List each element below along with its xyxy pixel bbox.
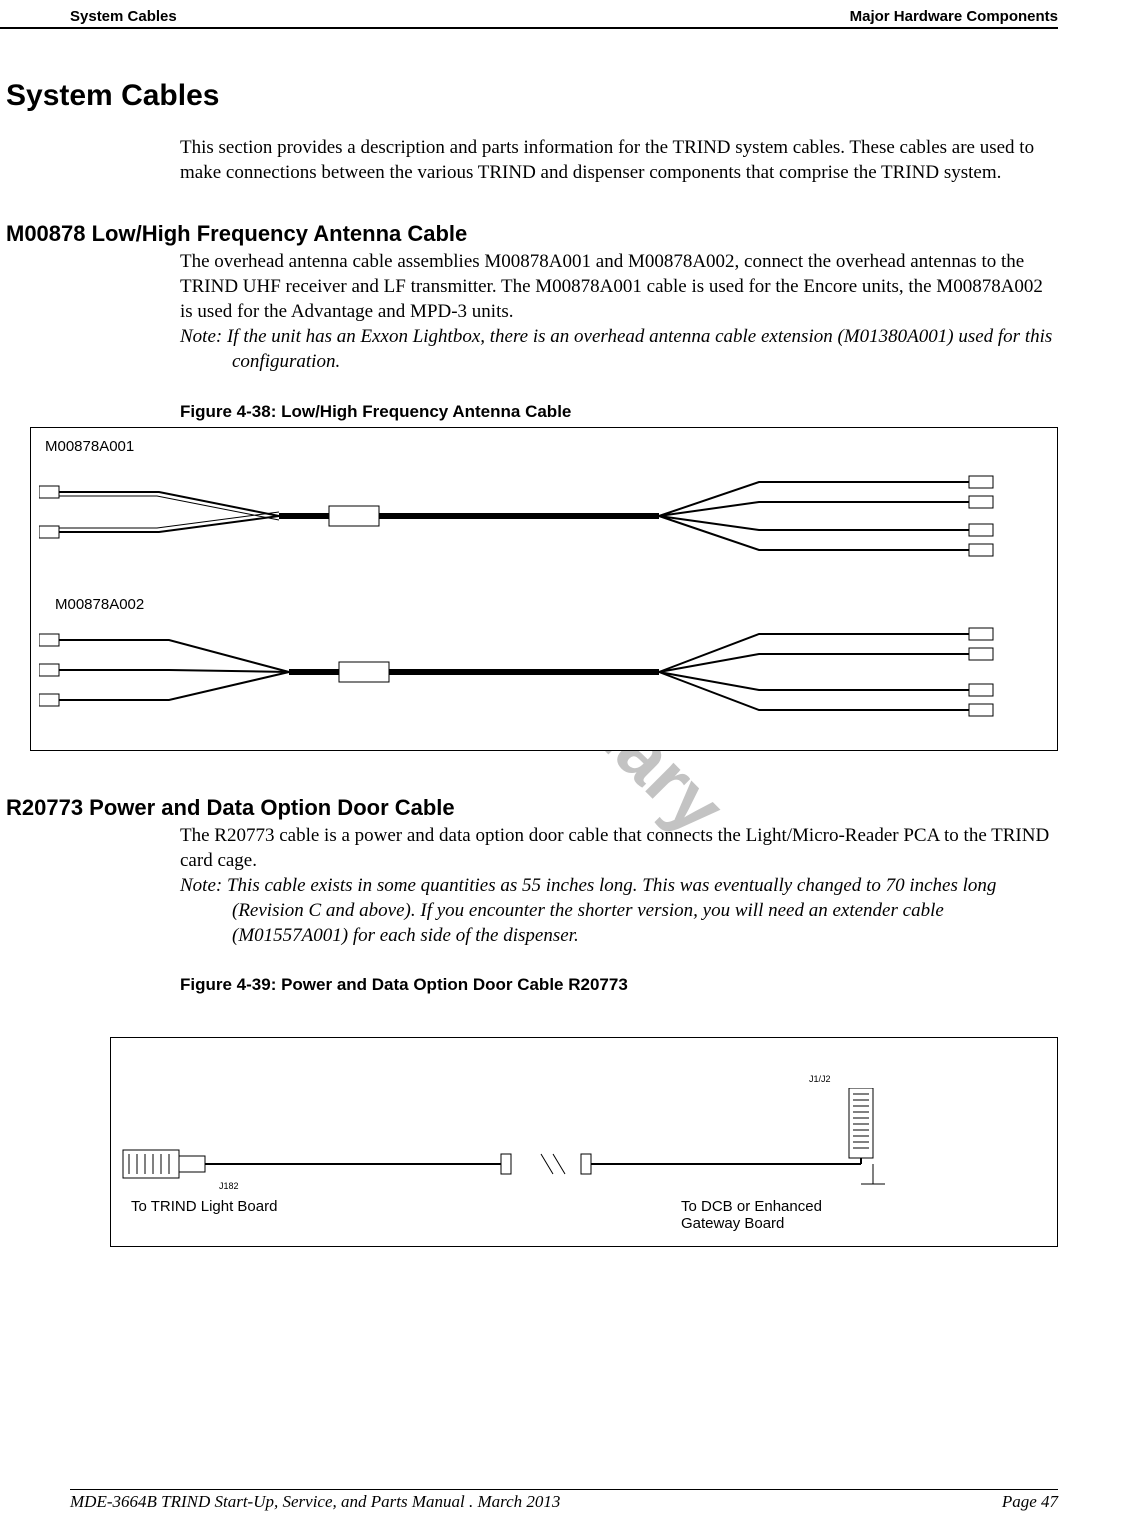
section1-text: The overhead antenna cable assemblies M0… <box>180 251 1043 322</box>
intro-paragraph: This section provides a description and … <box>0 135 1058 185</box>
figure1-box: M00878A001 M00878A002 <box>30 427 1058 751</box>
figure1-label-a: M00878A001 <box>45 438 134 455</box>
section1-note: Note: If the unit has an Exxon Lightbox,… <box>180 324 1058 374</box>
figure1-label-b: M00878A002 <box>55 596 144 613</box>
cable-a-diagram <box>39 468 1039 568</box>
connector-j1j2-label: J1/J2 <box>809 1074 831 1084</box>
note-text: If the unit has an Exxon Lightbox, there… <box>227 326 1052 372</box>
page-title: System Cables <box>0 79 1058 113</box>
section2-body: The R20773 cable is a power and data opt… <box>0 823 1058 997</box>
section2-title: R20773 Power and Data Option Door Cable <box>0 795 1058 821</box>
connector-j182-label: J182 <box>219 1181 239 1191</box>
page-footer: MDE-3664B TRIND Start-Up, Service, and P… <box>70 1489 1058 1512</box>
header-right: Major Hardware Components <box>850 8 1058 25</box>
figure2-box: J182 J1/J2 To TRIND Light Board To DCB o… <box>110 1037 1058 1247</box>
note-text-2: This cable exists in some quantities as … <box>227 875 996 946</box>
section1-body: The overhead antenna cable assemblies M0… <box>0 249 1058 423</box>
section2-note: Note: This cable exists in some quantiti… <box>180 873 1058 948</box>
figure1-caption: Figure 4-38: Low/High Frequency Antenna … <box>180 401 1058 423</box>
section1-title: M00878 Low/High Frequency Antenna Cable <box>0 221 1058 247</box>
note-label: Note: <box>180 326 227 347</box>
header-left: System Cables <box>70 8 177 25</box>
cable-b-diagram <box>39 624 1039 734</box>
section2-text: The R20773 cable is a power and data opt… <box>180 825 1049 871</box>
figure2-caption: Figure 4-39: Power and Data Option Door … <box>180 974 1058 996</box>
page: Preliminary System Cables Major Hardware… <box>0 0 1128 1532</box>
note-label-2: Note: <box>180 875 227 896</box>
page-header: System Cables Major Hardware Components <box>0 0 1058 29</box>
footer-left: MDE-3664B TRIND Start-Up, Service, and P… <box>70 1492 560 1512</box>
figure2-label-left: To TRIND Light Board <box>131 1198 277 1215</box>
figure2-label-right: To DCB or Enhanced Gateway Board <box>681 1198 861 1232</box>
footer-right: Page 47 <box>1002 1492 1058 1512</box>
